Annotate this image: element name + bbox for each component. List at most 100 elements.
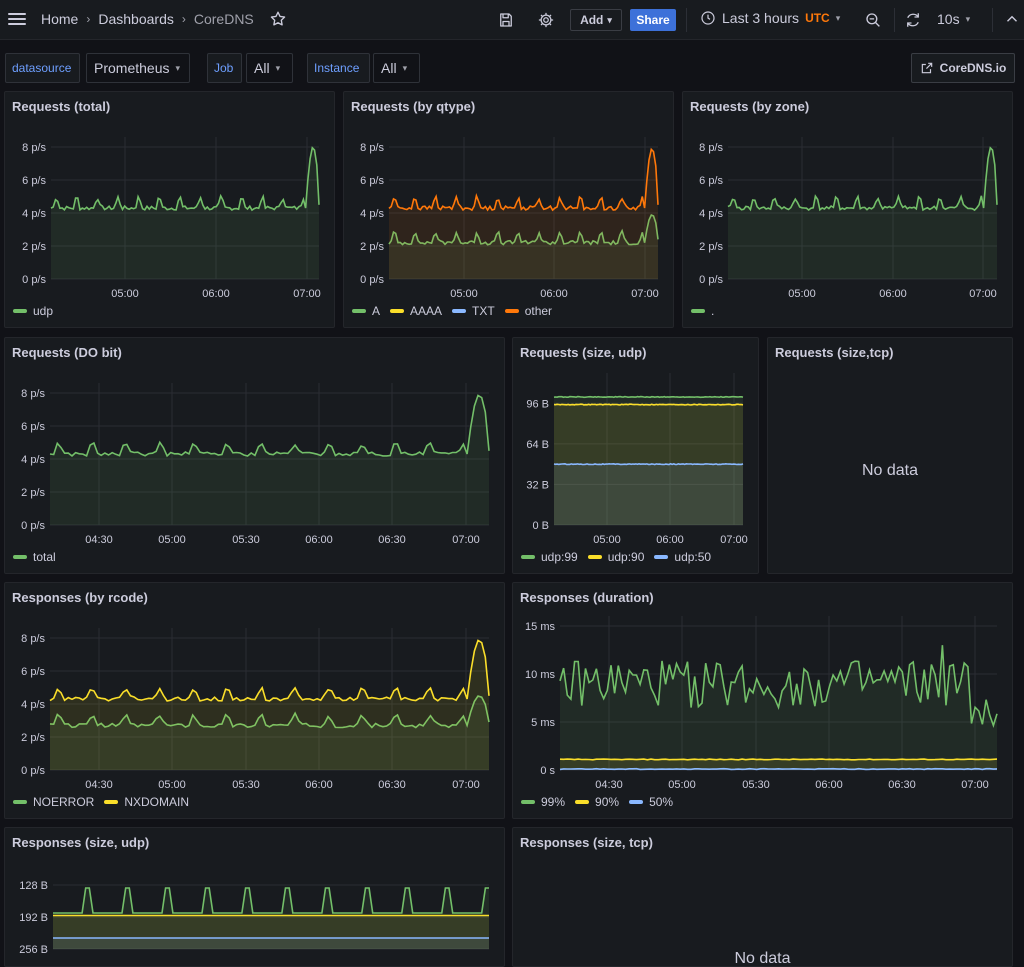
legend-label: A [372,304,381,318]
chevron-up-icon[interactable] [1003,10,1021,28]
x-tick-label: 06:30 [378,534,406,546]
x-tick-label: 06:30 [888,779,916,791]
legend: NOERROR NXDOMAIN [13,795,189,809]
panel-title: Requests (total) [12,99,111,114]
variable-label-job: Job [207,53,242,83]
legend-item[interactable]: NOERROR [13,795,94,809]
legend-item[interactable]: NXDOMAIN [104,795,189,809]
legend-item[interactable]: 99% [521,795,565,809]
refresh-interval-picker[interactable]: 10s ▾ [937,11,970,27]
instance-select[interactable]: All ▾ [373,53,420,83]
legend-label: NXDOMAIN [124,795,190,809]
legend-item[interactable]: A [352,304,380,318]
refresh-interval-label: 10s [937,11,960,27]
job-select[interactable]: All ▾ [246,53,293,83]
legend-item[interactable]: udp [13,304,53,318]
chart-requests-total: 0 p/s 2 p/s 4 p/s 6 p/s 8 p/s 05:00 06:00 07:00 [22,137,321,300]
timezone-label: UTC [805,11,830,25]
x-tick-label: 06:00 [202,288,230,300]
panel-title: Requests (DO bit) [12,345,122,360]
x-tick-label: 05:30 [232,534,260,546]
no-data-message: No data [861,462,919,479]
clock-icon [701,11,715,25]
chart-requests-qtype: 0 p/s 2 p/s 4 p/s 6 p/s 8 p/s 05:00 06:00 07:00 [360,137,659,300]
legend-label: TXT [472,304,495,318]
series-area-90 [560,759,997,770]
y-tick-label: 6 p/s [22,175,46,187]
legend-item[interactable]: udp:50 [654,550,711,564]
coredns-link-button[interactable]: CoreDNS.io [911,53,1015,83]
y-tick-label: 15 ms [525,621,555,633]
y-tick-label: 256 B [19,944,48,956]
panel-responses-size-udp: Responses (size, udp) 128 B 192 B 256 B [4,827,505,967]
legend-swatch [452,309,467,313]
time-range-picker[interactable]: Last 3 hours UTC ▾ [700,10,840,26]
panel-responses-duration: Responses (duration) 0 s 5 ms 10 ms 15 ms 04… [512,582,1013,819]
breadcrumb-current: CoreDNS [193,11,254,27]
zoom-out-icon[interactable] [864,11,882,29]
gear-icon[interactable] [537,11,555,29]
series-area-udp99 [554,396,743,525]
coredns-link-label: CoreDNS.io [939,61,1007,75]
x-tick-label: 04:30 [85,779,113,791]
series-line-99 [559,645,998,729]
x-tick-label: 06:00 [305,779,333,791]
x-tick-label: 05:00 [788,288,816,300]
breadcrumb-dashboards[interactable]: Dashboards [98,11,174,27]
legend-item[interactable]: udp:90 [587,550,644,564]
star-icon[interactable] [269,10,287,28]
legend-item[interactable]: 50% [629,795,673,809]
series-area-other [389,149,658,279]
legend-swatch [575,800,590,804]
y-tick-label: 8 p/s [22,142,46,154]
share-button[interactable]: Share [630,9,676,31]
legend-swatch [13,309,27,313]
legend-swatch [587,555,602,559]
add-button[interactable]: Add ▾ [570,9,622,31]
y-tick-label: 4 p/s [21,699,45,711]
legend-item[interactable]: other [504,304,553,318]
menu-icon[interactable] [7,10,27,30]
legend-item[interactable]: . [691,304,714,318]
legend-label: udp:99 [541,550,578,564]
legend-label: udp [33,304,54,318]
legend: 99% 90% 50% [521,795,673,809]
x-tick-label: 06:00 [815,779,843,791]
legend-item[interactable]: TXT [452,304,495,318]
legend-label: other [524,304,553,318]
legend-item[interactable]: total [13,550,56,564]
x-tick-label: 07:00 [720,534,748,546]
x-tick-label: 06:00 [879,288,907,300]
chevron-right-icon: › [181,12,186,26]
chevron-down-icon: ▾ [402,62,408,73]
series-line-A [388,213,659,246]
y-tick-label: 192 B [19,912,48,924]
legend-item[interactable]: udp:99 [521,550,578,564]
x-tick-label: 07:00 [631,288,659,300]
refresh-icon[interactable] [904,11,922,29]
series-area- [728,147,997,279]
save-icon[interactable] [497,11,515,29]
legend-swatch [629,800,644,804]
variable-label-instance: Instance [307,53,370,83]
legend-label: 90% [595,795,620,809]
panel-title: Requests (size,tcp) [775,345,894,360]
y-tick-label: 0 p/s [21,520,45,532]
x-tick-label: 05:00 [593,534,621,546]
series-line-total [49,394,490,458]
series-line- [727,146,998,212]
datasource-select[interactable]: Prometheus ▾ [86,53,190,83]
chart-responses-size-udp: 128 B 192 B 256 B [19,880,489,956]
series-area-90 [53,915,489,949]
legend-item[interactable]: AAAA [390,304,442,318]
datasource-value: Prometheus [94,60,170,76]
x-tick-label: 04:30 [595,779,623,791]
panel-title: Requests (size, udp) [520,345,647,360]
external-link-icon [921,62,932,74]
legend-item[interactable]: 90% [575,795,619,809]
legend: udp [13,304,53,318]
y-tick-label: 2 p/s [360,241,384,253]
x-tick-label: 06:00 [540,288,568,300]
breadcrumb-home[interactable]: Home [41,11,79,27]
panel-requests-zone: Requests (by zone) 0 p/s 2 p/s 4 p/s 6 p/s 8… [682,91,1013,328]
